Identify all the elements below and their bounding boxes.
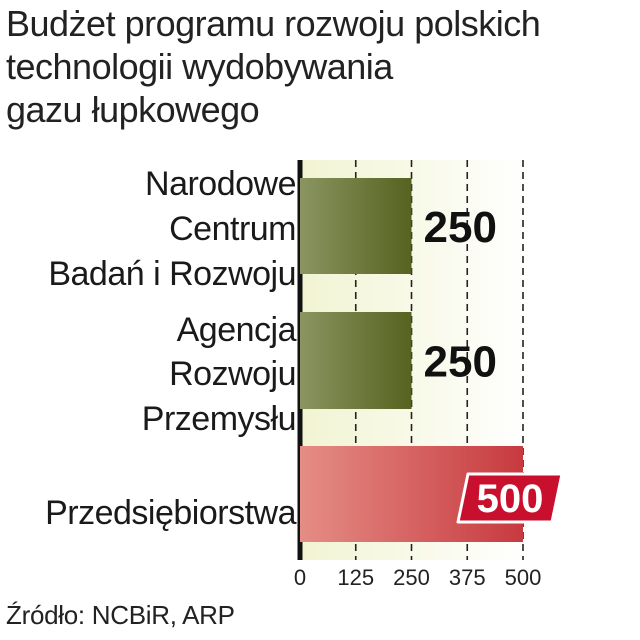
source-note: Źródło: NCBiR, ARP — [6, 600, 235, 630]
category-labels: Narodowe Centrum Badań i Rozwoju Agencja Roz… — [45, 165, 297, 532]
category-label: Centrum — [169, 210, 296, 248]
category-label: Rozwoju — [169, 355, 296, 393]
category-label: Narodowe — [145, 165, 296, 203]
x-axis-ticks: 0 125 250 375 500 — [294, 565, 541, 590]
value-badge — [456, 472, 564, 524]
value-label: 500 — [477, 477, 544, 521]
x-tick-label: 0 — [294, 565, 306, 590]
x-tick-label: 250 — [393, 565, 430, 590]
category-label: Badań i Rozwoju — [48, 255, 296, 293]
category-label: Przedsiębiorstwa — [45, 494, 296, 532]
value-label: 250 — [424, 338, 497, 387]
category-label: Przemysłu — [142, 400, 296, 438]
x-tick-label: 375 — [449, 565, 486, 590]
bar — [300, 312, 412, 409]
title-line-3: gazu łupkowego — [6, 89, 260, 130]
bar — [300, 178, 412, 274]
bar-chart: Narodowe Centrum Badań i Rozwoju Agencja Roz… — [45, 160, 564, 590]
value-labels: 250 250 500 — [424, 203, 564, 524]
x-tick-label: 125 — [337, 565, 374, 590]
category-label: Agencja — [177, 311, 297, 349]
value-label: 250 — [424, 203, 497, 252]
title-line-1: Budżet programu rozwoju polskich — [6, 3, 541, 44]
title-line-2: technologii wydobywania — [6, 46, 393, 87]
chart-title: Budżet programu rozwoju polskich technol… — [6, 2, 626, 131]
x-tick-label: 500 — [505, 565, 542, 590]
